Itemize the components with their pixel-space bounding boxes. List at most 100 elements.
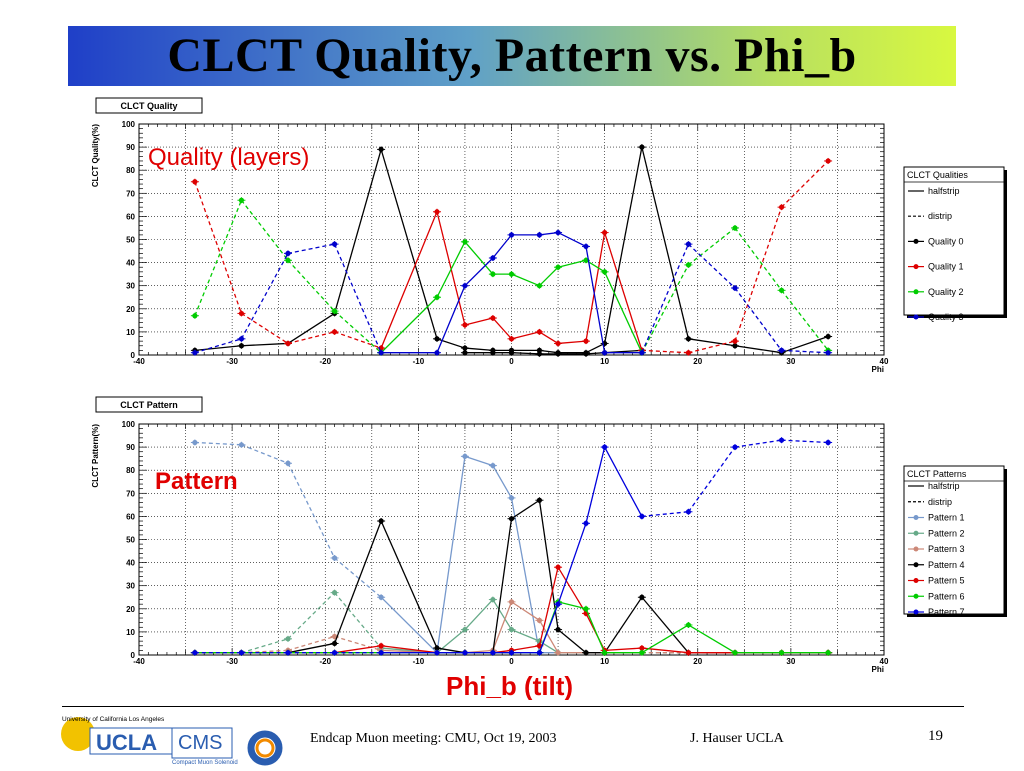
quality-series-segment	[539, 331, 559, 345]
pattern-data-point	[378, 650, 384, 656]
quality-series-segment	[333, 149, 382, 314]
quality-series-segment	[781, 160, 829, 208]
quality-series-segment	[380, 296, 438, 354]
footer-meeting: Endcap Muon meeting: CMU, Oct 19, 2003	[310, 731, 557, 746]
pattern-data-point	[238, 442, 245, 448]
footer-author: J. Hauser UCLA	[690, 731, 784, 746]
page-number: 19	[928, 728, 943, 744]
quality-data-point	[192, 350, 198, 356]
quality-data-point	[536, 329, 543, 335]
pattern-series-segment	[492, 465, 513, 499]
quality-legend-label: Quality 1	[928, 262, 964, 272]
pattern-data-point	[331, 650, 338, 656]
quality-overlay-label: Quality (layers)	[148, 144, 309, 171]
quality-legend-label: distrip	[928, 211, 952, 221]
quality-y-tick-label: 10	[126, 328, 135, 337]
pattern-data-point	[192, 650, 198, 656]
quality-data-point	[285, 257, 291, 263]
quality-series-segment	[585, 342, 605, 354]
quality-legend-label: Quality 2	[928, 287, 964, 297]
pattern-data-point	[639, 513, 645, 520]
pattern-legend-marker	[913, 578, 919, 583]
pattern-series-segment	[464, 455, 494, 467]
quality-data-point	[192, 313, 198, 319]
footer-divider	[62, 706, 964, 707]
quality-data-point	[555, 229, 561, 236]
pattern-series-segment	[557, 566, 587, 614]
quality-series-segment	[436, 241, 466, 298]
quality-y-tick-label: 60	[126, 212, 135, 221]
quality-y-tick-label: 50	[126, 236, 135, 245]
quality-data-point	[583, 350, 589, 356]
quality-data-point	[490, 347, 496, 353]
pattern-series-segment	[604, 446, 643, 517]
pattern-data-point	[685, 650, 692, 656]
quality-data-point	[192, 179, 198, 185]
quality-y-tick-label: 40	[126, 259, 135, 268]
pattern-legend-label: halfstrip	[928, 481, 960, 491]
quality-series-segment	[641, 349, 689, 354]
quality-x-tick-label: -40	[133, 357, 145, 366]
pattern-data-point	[490, 462, 496, 469]
pattern-series-segment	[538, 567, 559, 646]
pattern-data-point	[378, 643, 384, 649]
quality-data-point	[536, 283, 543, 289]
pattern-data-point	[331, 590, 338, 596]
quality-series-segment	[557, 231, 587, 248]
quality-series-segment	[511, 352, 540, 355]
pattern-series-segment	[641, 624, 689, 654]
quality-series-segment	[641, 243, 690, 353]
quality-series-segment	[241, 312, 289, 344]
quality-series-segment	[492, 234, 513, 259]
quality-series-segment	[334, 310, 382, 354]
quality-x-tick-label: 20	[693, 357, 702, 366]
quality-series-segment	[287, 331, 335, 345]
quality-y-tick-label: 0	[131, 351, 136, 360]
quality-data-point	[602, 350, 608, 356]
pattern-data-point	[555, 564, 561, 570]
pattern-data-point	[778, 437, 785, 443]
pattern-data-point	[685, 509, 692, 515]
pattern-legend-marker	[913, 546, 919, 552]
quality-series-segment	[464, 257, 494, 287]
pattern-series-segment	[538, 620, 559, 654]
quality-y-tick-label: 90	[126, 143, 135, 152]
pattern-legend-label: distrip	[928, 497, 952, 507]
pattern-series-segment	[604, 647, 642, 652]
pattern-data-point	[825, 439, 831, 446]
quality-series-segment	[464, 317, 494, 326]
pattern-data-point	[285, 460, 291, 466]
quality-series-segment	[240, 199, 289, 261]
quality-series-segment	[603, 146, 643, 344]
logo-cms-text: CMS	[178, 732, 222, 754]
pattern-data-point	[508, 626, 515, 633]
pattern-y-tick-label: 50	[126, 536, 135, 545]
pattern-data-point	[331, 555, 338, 561]
pattern-series-segment	[464, 599, 494, 631]
pattern-data-point	[583, 606, 589, 612]
quality-data-point	[434, 336, 440, 342]
pattern-data-point	[555, 626, 561, 633]
quality-x-tick-label: -10	[413, 357, 425, 366]
quality-series-segment	[734, 345, 782, 354]
quality-series-segment	[194, 338, 242, 354]
quality-series-segment	[687, 243, 736, 289]
pattern-y-axis-label: CLCT Pattern(%)	[91, 424, 100, 488]
quality-data-point	[490, 271, 496, 277]
quality-data-point	[462, 283, 468, 289]
quality-data-point	[555, 340, 561, 347]
quality-data-point	[434, 209, 440, 215]
quality-series-segment	[194, 181, 243, 314]
cms-ring-icon	[247, 730, 283, 766]
quality-series-segment	[436, 285, 466, 353]
quality-data-point	[825, 333, 831, 340]
pattern-data-point	[490, 650, 496, 656]
quality-series-segment	[333, 243, 382, 353]
quality-series-segment	[558, 340, 587, 345]
quality-data-point	[685, 336, 692, 342]
pattern-y-tick-label: 80	[126, 466, 135, 475]
quality-data-point	[462, 239, 468, 245]
pattern-data-point	[331, 633, 338, 640]
quality-data-point	[378, 350, 384, 356]
quality-data-point	[825, 350, 831, 356]
